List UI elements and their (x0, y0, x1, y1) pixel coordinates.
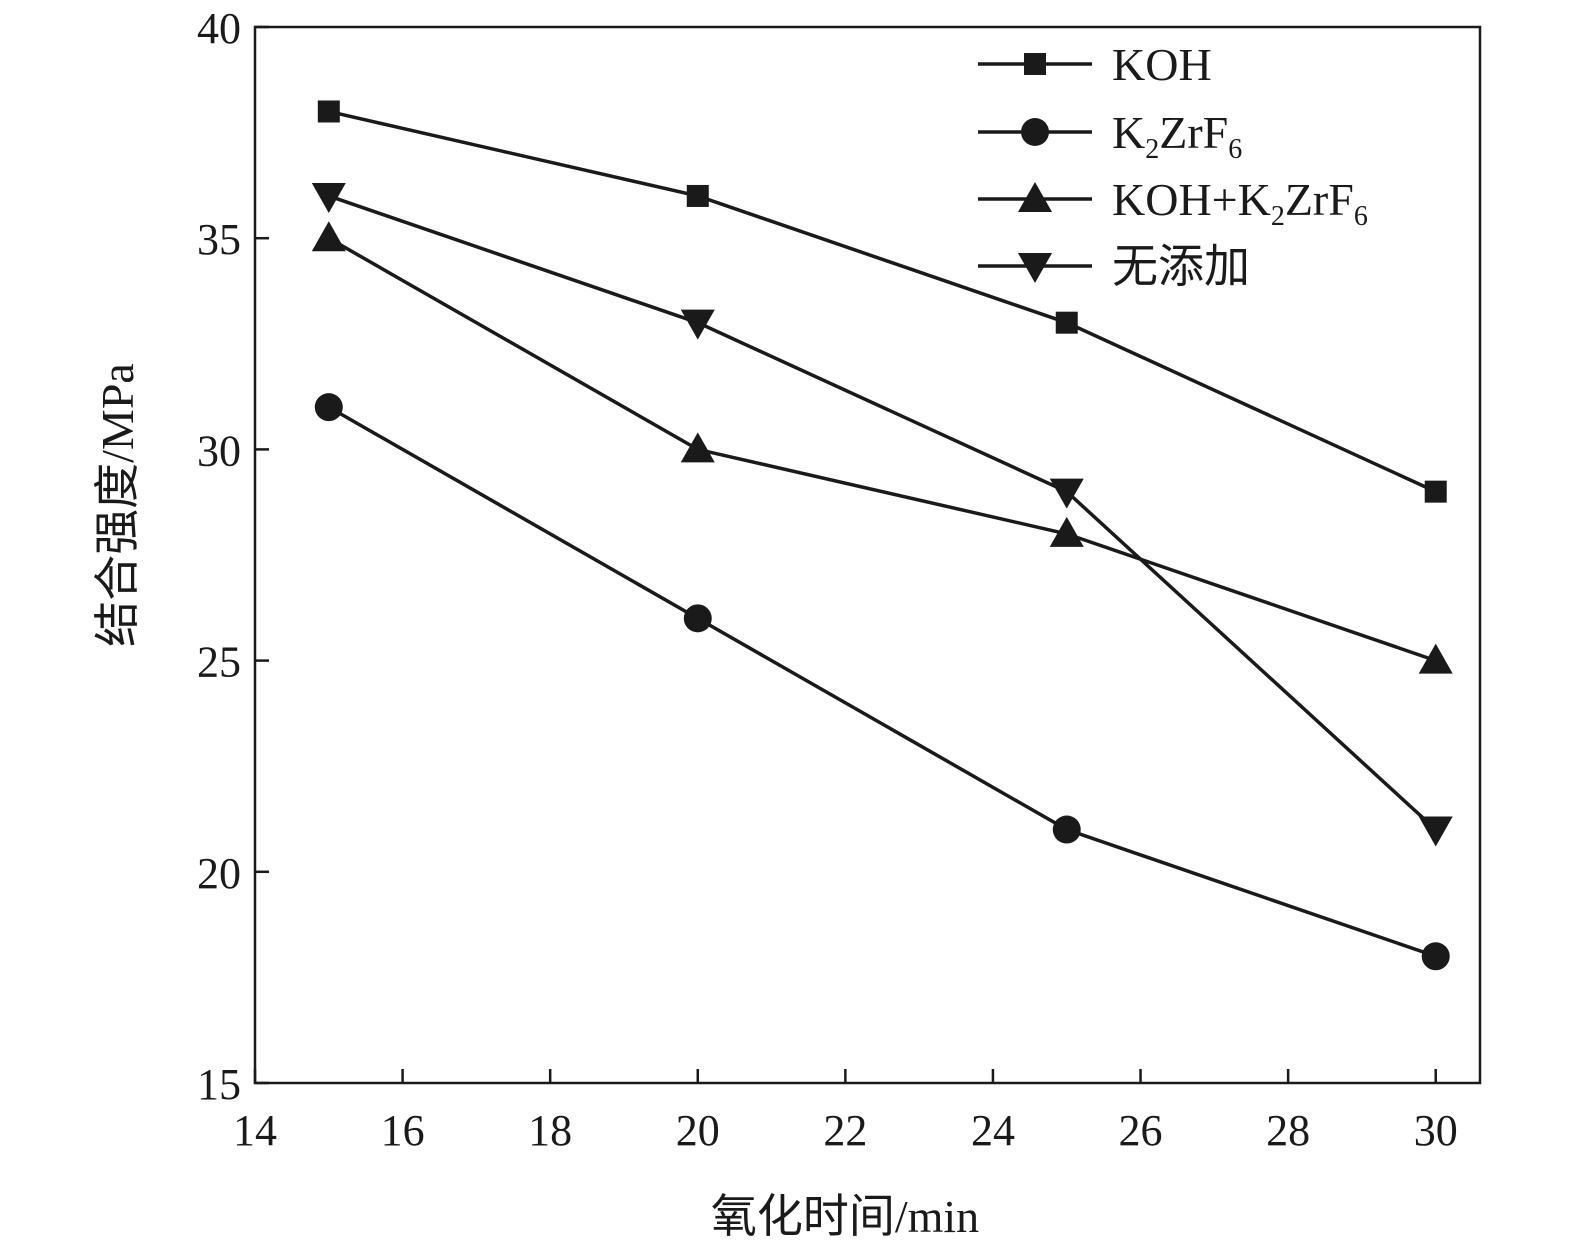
legend-marker (1018, 253, 1052, 283)
legend-item: KOH (978, 39, 1212, 90)
legend-subscript: 6 (1228, 134, 1242, 165)
y-tick-label: 20 (197, 849, 241, 898)
x-axis-label: 氧化时间/min (711, 1191, 979, 1242)
legend-text: K (1112, 107, 1145, 158)
series-4 (311, 182, 1453, 847)
x-tick-label: 18 (528, 1106, 572, 1155)
data-point (314, 393, 343, 422)
y-tick-label: 25 (197, 638, 241, 687)
data-point (680, 432, 715, 463)
x-tick-label: 30 (1414, 1106, 1458, 1155)
legend-text: ZrF (1285, 174, 1354, 225)
legend-item: 无添加 (978, 241, 1250, 292)
series-line (327, 236, 1437, 663)
data-point (1418, 816, 1453, 847)
data-point (311, 221, 346, 252)
data-point (1421, 942, 1450, 971)
y-tick-label: 40 (197, 4, 241, 53)
series-1 (317, 100, 1447, 503)
data-point (683, 604, 712, 633)
series-3 (311, 221, 1453, 674)
x-tick-label: 14 (233, 1106, 277, 1155)
legend-label: 无添加 (1112, 241, 1250, 292)
plot-frame (253, 25, 1482, 1085)
legend-label: K2ZrF6 (1112, 107, 1242, 165)
data-point (1052, 815, 1081, 844)
legend-text: ZrF (1159, 107, 1228, 158)
series-layer (311, 100, 1453, 971)
series-line (328, 194, 1437, 831)
data-point (686, 184, 709, 207)
legend-subscript: 2 (1145, 134, 1159, 165)
legend-subscript: 6 (1354, 201, 1368, 232)
x-tick-label: 16 (381, 1106, 425, 1155)
series-2 (314, 393, 1450, 971)
data-point (680, 309, 715, 340)
legend-item: K2ZrF6 (978, 107, 1242, 165)
y-axis: 15 20 25 30 35 40 (197, 4, 269, 1109)
legend-marker (1018, 182, 1052, 212)
data-point (1055, 311, 1078, 334)
legend-text: KOH+K (1112, 174, 1271, 225)
x-tick-label: 20 (676, 1106, 720, 1155)
x-tick-label: 26 (1119, 1106, 1163, 1155)
y-tick-label: 30 (197, 426, 241, 475)
data-point (1424, 480, 1447, 503)
y-tick-label: 35 (197, 215, 241, 264)
legend-item: KOH+K2ZrF6 (978, 174, 1368, 232)
y-tick-label: 15 (197, 1060, 241, 1109)
legend-subscript: 2 (1271, 201, 1285, 232)
series-line (328, 109, 1437, 494)
x-axis: 14 16 18 20 22 24 26 28 30 (233, 1069, 1458, 1155)
x-tick-label: 28 (1266, 1106, 1310, 1155)
x-tick-label: 24 (971, 1106, 1015, 1155)
data-point (1049, 516, 1084, 547)
legend-marker (1024, 53, 1046, 75)
data-point (311, 182, 346, 213)
legend-text: 无添加 (1112, 241, 1250, 292)
x-tick-label: 22 (823, 1106, 867, 1155)
y-axis-label: 结合强度/MPa (92, 363, 143, 647)
series-line (327, 405, 1437, 958)
legend-text: KOH (1112, 39, 1212, 90)
legend-marker (1021, 118, 1049, 146)
data-point (1049, 478, 1084, 509)
data-point (1418, 643, 1453, 674)
data-point (317, 100, 340, 123)
legend-label: KOH+K2ZrF6 (1112, 174, 1368, 232)
legend-label: KOH (1112, 39, 1212, 90)
